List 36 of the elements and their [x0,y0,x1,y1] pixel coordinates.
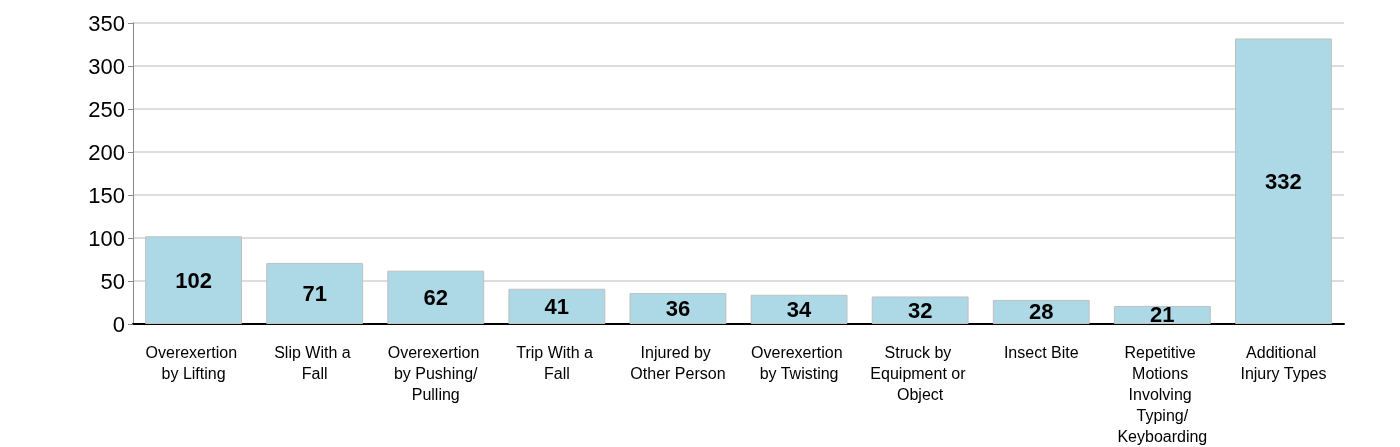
bar [1235,38,1332,324]
x-tick-label: Trip With a Fall [516,344,598,382]
y-tick-label: 300 [88,53,125,79]
data-label: 41 [544,293,570,319]
x-tick-label: Injured by Other Person [630,344,726,382]
y-tick-label: 150 [88,182,125,208]
y-tick-label: 350 [88,10,125,36]
data-label: 36 [665,296,691,322]
bar [266,262,364,324]
bar [629,293,727,324]
data-label: 71 [302,280,327,306]
bar [508,288,606,324]
data-label: 102 [175,267,212,293]
x-tick-label: Repetitive Motions Involving Typing/Keyboarding [1117,344,1208,445]
bar [387,270,485,324]
y-tick-label: 0 [112,311,125,337]
y-tick-label: 100 [88,225,125,251]
bar [145,236,242,324]
data-label: 21 [1150,302,1175,328]
bar [871,296,969,324]
x-tick-label: Overexertion by Lifting [145,344,242,382]
data-label: 32 [907,297,933,323]
data-label: 332 [1265,168,1302,194]
data-label: 28 [1029,299,1054,325]
x-tick-label: Overexertion by Twisting [751,344,848,382]
y-tick-label: 50 [100,268,125,294]
x-tick-label: Insect Bite [1003,344,1079,361]
y-tick-label: 250 [88,96,125,122]
data-label: 62 [423,284,448,310]
y-tick-label: 200 [88,139,125,165]
x-tick-label: Overexertion by Pushing/Pulling [387,344,484,403]
bar [750,294,848,324]
x-tick-label: Struck by Equipment or Object [870,344,970,403]
x-tick-label: Slip With a Fall [274,344,356,382]
data-label: 34 [786,296,813,322]
x-tick-label: Additional Injury Types [1240,344,1327,382]
